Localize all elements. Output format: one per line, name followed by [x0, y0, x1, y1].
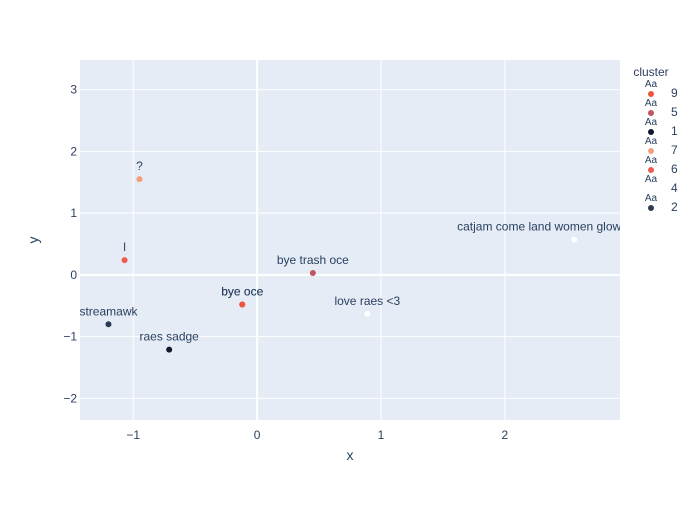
point-label: bye oce: [221, 285, 263, 299]
legend-label: 5: [671, 105, 678, 119]
legend-symbol-text: Aa: [645, 136, 658, 147]
series-5: bye trash oce: [277, 253, 349, 277]
legend-symbol-text: Aa: [645, 117, 658, 128]
data-point[interactable]: [121, 257, 128, 264]
legend-label: 4: [671, 181, 678, 195]
legend-item[interactable]: Aa 9: [645, 79, 678, 100]
gridlines: [80, 60, 620, 420]
legend-symbol-text: Aa: [645, 155, 658, 166]
point-label: streamawk: [79, 304, 138, 318]
data-point[interactable]: [105, 321, 112, 328]
legend-item[interactable]: Aa 6: [645, 155, 678, 176]
legend-marker: [648, 148, 654, 154]
series-1: raes sadge: [139, 330, 199, 353]
point-label: love raes <3: [334, 294, 400, 308]
data-point[interactable]: [309, 270, 316, 277]
x-tick-label: 1: [378, 428, 385, 442]
legend-item[interactable]: Aa 4: [645, 174, 678, 195]
point-label: ?: [136, 159, 143, 173]
plot-area: [80, 60, 620, 420]
point-label: bye oce: [221, 285, 263, 299]
legend-label: 6: [671, 162, 678, 176]
x-axis-title: x: [347, 447, 354, 463]
y-tick-label: 2: [70, 144, 77, 158]
x-tick-label: 0: [254, 428, 261, 442]
y-tick-label: −2: [63, 391, 77, 405]
data-point[interactable]: [571, 236, 578, 243]
legend-label: 1: [671, 124, 678, 138]
legend-label: 9: [671, 86, 678, 100]
data-point[interactable]: [239, 301, 246, 308]
point-label: bye trash oce: [277, 253, 349, 267]
legend-item[interactable]: Aa 1: [645, 117, 678, 138]
legend-marker: [648, 205, 654, 211]
x-tick-label: 2: [501, 428, 508, 442]
legend-symbol-text: Aa: [645, 193, 658, 204]
y-axis-title: y: [25, 237, 41, 244]
series-7: ?: [136, 159, 143, 183]
legend-symbol-text: Aa: [645, 174, 658, 185]
data-point[interactable]: [166, 346, 173, 353]
y-tick-label: 0: [70, 268, 77, 282]
legend-title: cluster: [633, 65, 668, 79]
legend-marker: [648, 167, 654, 173]
legend-marker: [648, 129, 654, 135]
point-label: catjam come land women glow men plunder: [457, 220, 691, 234]
legend-label: 2: [671, 200, 678, 214]
y-tick-label: 3: [70, 83, 77, 97]
series-4: catjam come land women glow men plunder l…: [334, 220, 691, 317]
legend-item[interactable]: Aa 5: [645, 98, 678, 119]
y-tick-label: 1: [70, 206, 77, 220]
x-tick-label: −1: [126, 428, 140, 442]
point-label: raes sadge: [139, 330, 199, 344]
legend-symbol-text: Aa: [645, 98, 658, 109]
legend-symbol-text: Aa: [645, 79, 658, 90]
legend-item[interactable]: Aa 7: [645, 136, 678, 157]
legend-item[interactable]: Aa 2: [645, 193, 678, 214]
y-tick-label: −1: [63, 330, 77, 344]
data-point[interactable]: [136, 176, 143, 183]
legend-marker: [648, 186, 654, 192]
legend-marker: [648, 91, 654, 97]
series-2: streamawk: [79, 304, 138, 328]
series-6: l: [121, 240, 128, 264]
tick-labels: −1 0 1 2 −2 −1 0 1 2 3: [63, 83, 508, 442]
legend-marker: [648, 110, 654, 116]
data-point[interactable]: [364, 310, 371, 317]
point-label: l: [123, 240, 126, 254]
legend-label: 7: [671, 143, 678, 157]
